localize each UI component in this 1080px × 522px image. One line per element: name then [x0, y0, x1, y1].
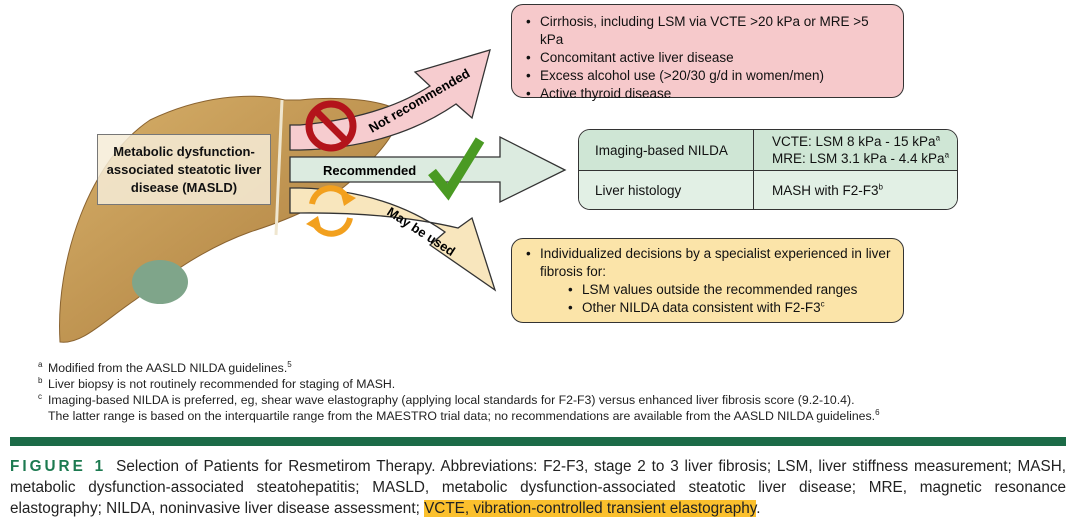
footnote-ref: a	[944, 150, 950, 160]
footnote-symbol: b	[38, 376, 43, 385]
figure-label: FIGURE 1	[10, 458, 107, 475]
footnote-text: The latter range is based on the interqu…	[48, 409, 876, 423]
footnote: b Liver biopsy is not routinely recommend…	[38, 376, 880, 392]
list-item: Concomitant active liver disease	[524, 49, 891, 67]
footnote-symbol: c	[38, 392, 42, 401]
not-recommended-box: Cirrhosis, including LSM via VCTE >20 kP…	[511, 4, 904, 103]
item-text: LSM values outside the recommended range…	[582, 282, 858, 297]
checkmark-icon	[428, 137, 485, 201]
footnote: c Imaging-based NILDA is preferred, eg, s…	[38, 392, 880, 408]
value-cell: MASH with F2-F3b	[754, 171, 957, 209]
footnote-text: Liver biopsy is not routinely recommende…	[48, 377, 396, 391]
criterion-cell: Imaging-based NILDA	[579, 130, 754, 170]
footnote-text: Modified from the AASLD NILDA guidelines…	[48, 361, 288, 375]
list-item: Cirrhosis, including LSM via VCTE >20 kP…	[524, 13, 891, 49]
item-text: Other NILDA data consistent with F2-F3	[582, 300, 821, 315]
list-item: Excess alcohol use (>20/30 g/d in women/…	[524, 67, 891, 85]
reference-number: 5	[287, 359, 292, 369]
value-text: MASH with F2-F3	[772, 183, 879, 198]
footnote-ref: b	[878, 182, 883, 192]
section-divider	[10, 437, 1066, 446]
masld-label-box: Metabolic dysfunction-associated steatot…	[97, 134, 271, 205]
caption-text: Selection of Patients for Resmetirom The…	[10, 458, 1066, 517]
recommended-table: Imaging-based NILDA VCTE: LSM 8 kPa - 15…	[578, 129, 958, 210]
footnote: The latter range is based on the interqu…	[38, 408, 880, 424]
arrow-recommended: Recommended	[289, 135, 567, 204]
footnote-ref: c	[820, 299, 825, 309]
list-item: Other NILDA data consistent with F2-F3c	[566, 299, 891, 317]
table-row: Imaging-based NILDA VCTE: LSM 8 kPa - 15…	[579, 130, 957, 170]
list-item: LSM values outside the recommended range…	[566, 281, 891, 299]
caption-end: .	[756, 500, 761, 517]
prohibited-icon	[305, 100, 357, 152]
table-row: Liver histology MASH with F2-F3b	[579, 170, 957, 209]
arrow-may-be-used: May be used	[289, 187, 497, 292]
footnote-ref: a	[935, 133, 941, 143]
value-text: MRE: LSM 3.1 kPa - 4.4 kPa	[772, 151, 945, 166]
reference-number: 6	[875, 407, 880, 417]
gallbladder	[132, 260, 188, 304]
highlighted-text: VCTE, vibration-controlled transient ela…	[424, 500, 757, 517]
may-be-used-box: Individualized decisions by a specialist…	[511, 238, 904, 323]
list-item: Active thyroid disease	[524, 85, 891, 103]
footnote: a Modified from the AASLD NILDA guideline…	[38, 360, 880, 376]
footnote-text: Imaging-based NILDA is preferred, eg, sh…	[48, 393, 855, 407]
list-item: Individualized decisions by a specialist…	[524, 245, 891, 281]
footnote-symbol: a	[38, 360, 43, 369]
arrow-label: Recommended	[323, 163, 416, 178]
refresh-cycle-icon	[306, 185, 356, 237]
footnotes: a Modified from the AASLD NILDA guideline…	[38, 360, 880, 424]
value-cell: VCTE: LSM 8 kPa - 15 kPaa MRE: LSM 3.1 k…	[754, 130, 957, 170]
criterion-cell: Liver histology	[579, 171, 754, 209]
value-text: VCTE: LSM 8 kPa - 15 kPa	[772, 134, 936, 149]
figure-caption: FIGURE 1 Selection of Patients for Resmet…	[10, 456, 1066, 519]
